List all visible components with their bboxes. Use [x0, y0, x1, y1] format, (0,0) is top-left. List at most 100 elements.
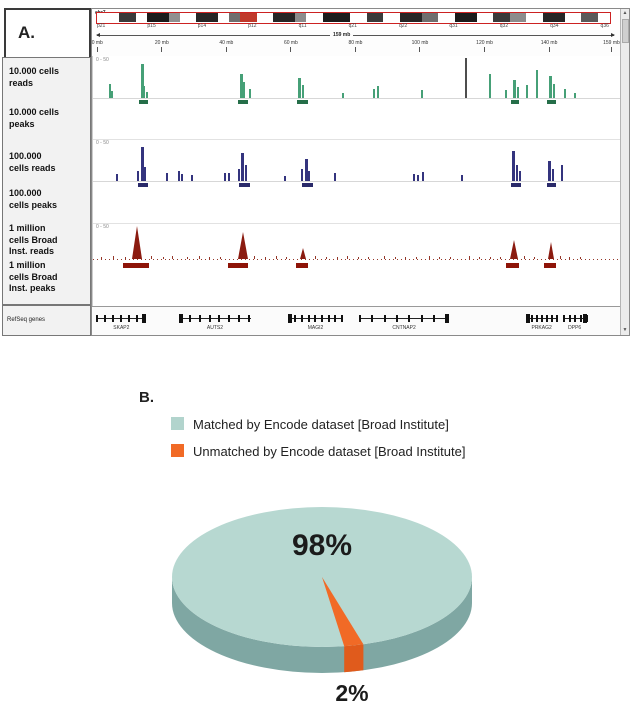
read-spike: [177, 171, 180, 181]
track-1m-cells: 0 - 50: [93, 223, 622, 306]
unmatched-swatch: [171, 444, 184, 457]
noise-spike: [415, 257, 417, 259]
ruler-tick: 0 mb: [82, 40, 112, 52]
read-spike: [227, 173, 230, 181]
read-spike: [341, 93, 344, 98]
read-spike: [140, 64, 144, 98]
exon-tick: [334, 315, 337, 322]
read-spike: [308, 171, 311, 181]
pie-chart: 98% 2%: [160, 500, 490, 708]
read-spike: [561, 165, 564, 181]
track-baseline-noise: [93, 259, 622, 260]
exon-tick: [585, 315, 588, 322]
noise-spike: [357, 257, 359, 259]
gene-model: DPP6: [562, 314, 588, 332]
ideogram-band: [179, 13, 197, 22]
noise-spike: [428, 256, 430, 259]
peak-call-box: [510, 183, 521, 187]
read-spike: [504, 90, 507, 98]
ruler-tick: 60 mb: [276, 40, 306, 52]
pie-side: [172, 577, 472, 673]
chromosome-ideogram: [97, 13, 609, 22]
noise-spike: [100, 257, 102, 259]
read-spike: [536, 70, 539, 98]
read-peak: [237, 232, 248, 259]
ideogram-band: [306, 13, 323, 22]
exon-tick: [551, 315, 554, 322]
ideogram-band: [564, 13, 582, 22]
ideogram-band: [493, 13, 510, 22]
exon-tick: [314, 315, 317, 322]
read-spike: [240, 74, 244, 98]
exon-tick: [96, 315, 99, 322]
gene-model: MAGI2: [287, 314, 344, 332]
read-spike: [512, 151, 516, 181]
gene-direction-cap: [179, 314, 184, 323]
scroll-thumb[interactable]: [622, 19, 629, 43]
matched-swatch: [171, 417, 184, 430]
noise-spike: [124, 257, 126, 259]
exon-tick: [120, 315, 123, 322]
read-peak: [547, 242, 554, 259]
scroll-down-icon[interactable]: ▼: [622, 327, 628, 333]
exon-tick: [562, 315, 565, 322]
ideogram-band: [196, 13, 219, 22]
gene-name: MAGI2: [307, 325, 324, 331]
read-spike: [526, 85, 529, 98]
peak-call-box: [138, 183, 149, 187]
scrollbar[interactable]: ▲ ▼: [620, 9, 629, 335]
read-spike: [249, 89, 252, 98]
noise-spike: [500, 257, 502, 259]
read-spike: [417, 175, 420, 181]
exon-tick: [189, 315, 192, 322]
refseq-gene-track: SKAP2 AUTS2 MAGI2 CNTNAP2 PRKAG2 DPP6: [92, 306, 621, 335]
ruler-tick: 159 mb: [596, 40, 626, 52]
exon-tick: [408, 315, 411, 322]
gene-model: CNTNAP2: [359, 314, 450, 332]
pie-value-2: 2%: [335, 680, 368, 706]
ideogram-band: [295, 13, 307, 22]
read-spike: [373, 89, 376, 98]
panel-a-label-box: A.: [4, 8, 91, 59]
read-spike: [461, 175, 464, 181]
exon-tick: [112, 315, 115, 322]
noise-spike: [315, 256, 317, 259]
read-spike: [244, 165, 247, 181]
panel-a-label: A.: [18, 23, 35, 42]
refseq-label: RefSeq genes: [7, 317, 46, 323]
matched-label: Matched by Encode dataset [Broad Institu…: [193, 417, 449, 432]
ideogram-band: [476, 13, 494, 22]
ideogram-band: [542, 13, 565, 22]
read-spike: [180, 174, 183, 181]
read-spike: [519, 171, 522, 181]
scroll-up-icon[interactable]: ▲: [622, 10, 628, 16]
track-baseline: [93, 98, 622, 99]
read-spike: [300, 169, 303, 181]
noise-spike: [524, 256, 526, 259]
exon-tick: [238, 315, 241, 322]
ideogram-band: [383, 13, 400, 22]
exon-tick: [307, 315, 310, 322]
read-spike: [302, 85, 305, 98]
read-spike: [516, 87, 519, 98]
read-spike: [552, 84, 555, 98]
noise-spike: [264, 257, 266, 259]
noise-spike: [439, 257, 441, 259]
peak-call-box: [301, 183, 313, 187]
exon-tick: [433, 315, 436, 322]
noise-spike: [113, 256, 115, 259]
ruler-tick: 100 mb: [405, 40, 435, 52]
genome-ruler: 159 mb 0 mb 20 mb 40 mb 60 mb 80 mb 100 mb 120…: [92, 30, 621, 57]
peak-call-box: [296, 100, 308, 104]
peak-call-box: [546, 183, 556, 187]
ideogram-band: [97, 13, 120, 22]
exon-tick: [556, 315, 559, 322]
ruler-arrow-right-icon: [611, 33, 615, 37]
band-name: q21: [348, 23, 357, 29]
exon-tick: [371, 315, 374, 322]
band-name: q31: [449, 23, 458, 29]
track-label-100k-peaks: 100.000 cells peaks: [9, 188, 58, 210]
read-spike: [143, 86, 146, 98]
noise-spike: [479, 257, 481, 259]
gene-name: SKAP2: [113, 325, 130, 331]
